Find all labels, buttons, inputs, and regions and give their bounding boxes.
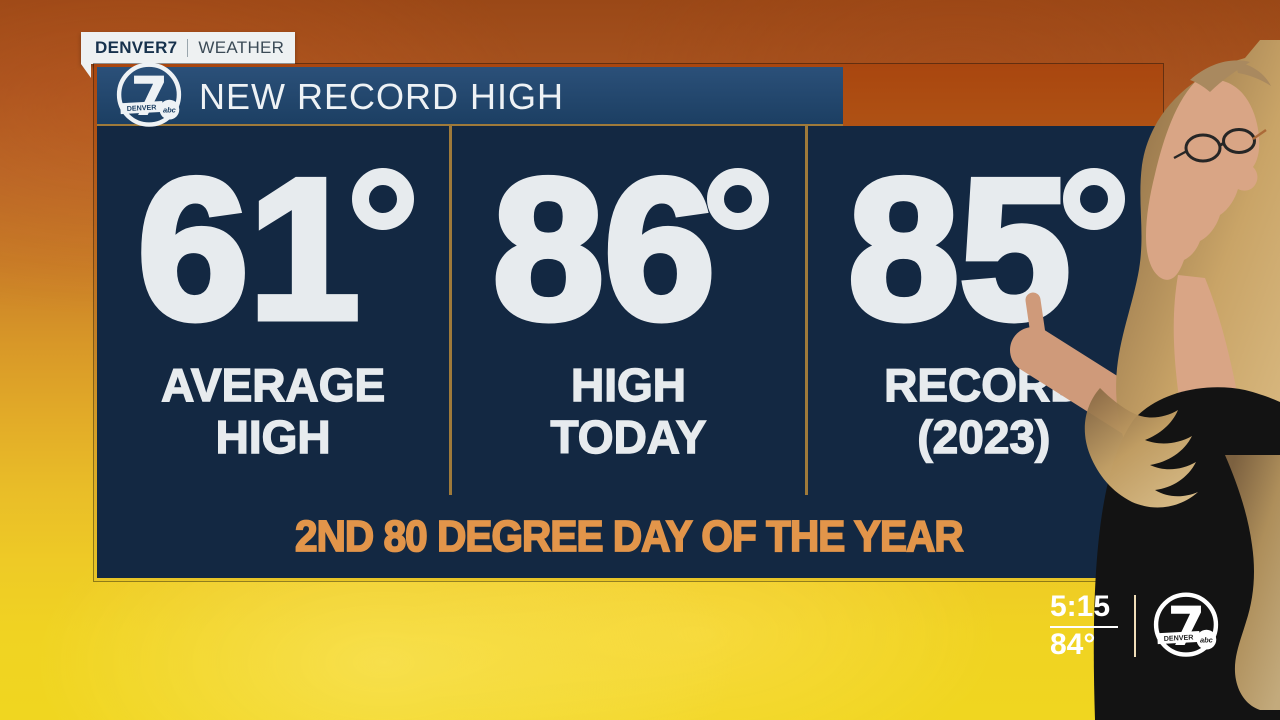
svg-text:abc: abc (1200, 635, 1214, 644)
svg-text:DENVER: DENVER (1164, 633, 1194, 643)
